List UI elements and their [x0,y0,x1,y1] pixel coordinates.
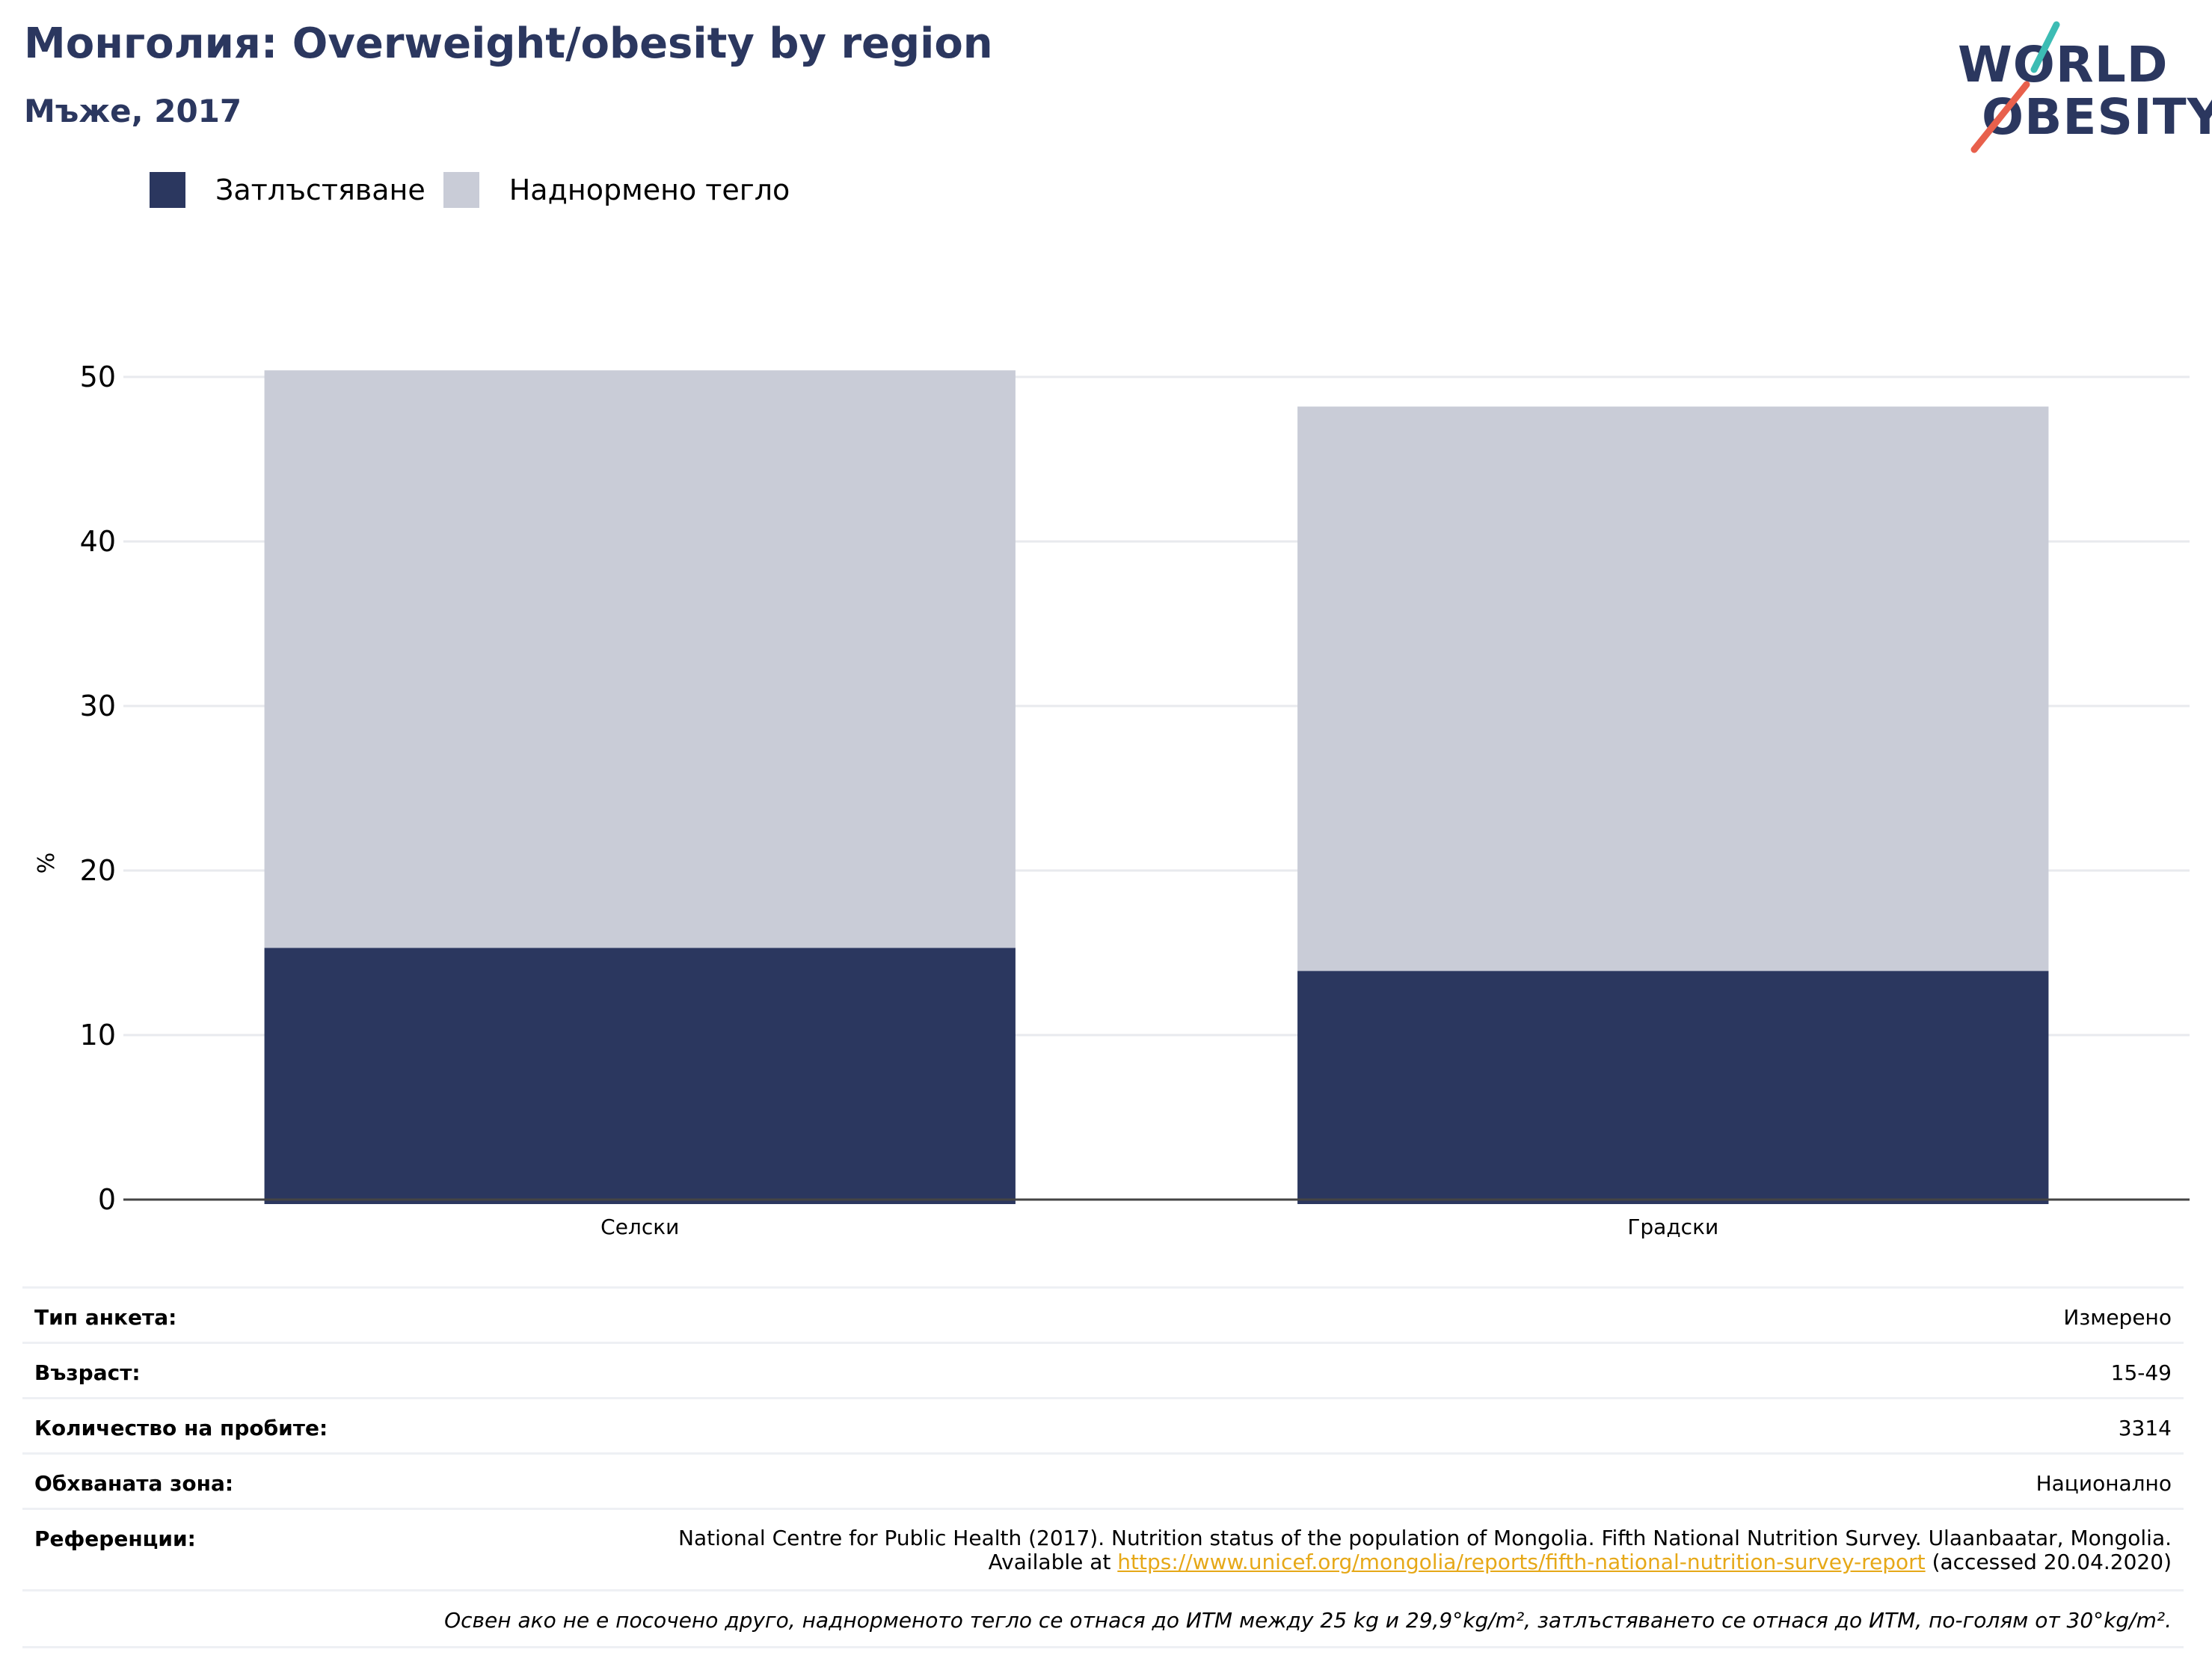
world-obesity-logo: WORLD OBESITY [1944,21,2212,156]
x-tick-label: Селски [600,1215,679,1239]
legend-swatch-obesity [150,172,185,208]
bar-overweight [1297,406,2049,971]
survey-info-table: Тип анкета: Измерено Възраст: 15-49 Коли… [22,1286,2184,1648]
bar-chart: 0 10 20 30 40 50% Селски Градски [34,360,2190,1239]
info-row-survey-type: Тип анкета: Измерено [22,1286,2184,1342]
info-value: 15-49 [2110,1360,2172,1385]
info-row-coverage: Обхваната зона: Национално [22,1452,2184,1508]
footnote: Освен ако не е посочено друго, наднормен… [22,1589,2184,1648]
y-tick-label: 50 [80,360,116,393]
info-row-references: Референции: National Centre for Public H… [22,1508,2184,1589]
info-value: 3314 [2118,1416,2172,1440]
info-row-age: Възраст: 15-49 [22,1342,2184,1397]
info-value: Измерено [2063,1305,2172,1330]
y-axis-label: % [34,853,60,874]
legend-swatch-overweight [443,172,479,208]
y-tick-label: 30 [80,690,116,722]
legend-item-obesity[interactable]: Затлъстяване [150,172,443,208]
y-tick-label: 40 [80,525,116,558]
y-tick-label: 20 [80,854,116,887]
chart-subtitle: Мъже, 2017 [24,93,242,129]
info-value: Национално [2036,1471,2172,1496]
references-link[interactable]: https://www.unicef.org/mongolia/reports/… [1117,1550,1926,1574]
bar-obesity [1297,971,2049,1204]
x-tick-label: Градски [1627,1215,1718,1239]
references-text: National Centre for Public Health (2017)… [676,1526,2172,1574]
chart-legend: Затлъстяване Наднормено тегло [150,172,808,208]
info-label: Количество на пробите: [34,1416,328,1440]
legend-label-overweight: Наднормено тегло [509,174,790,206]
chart-title: Монголия: Overweight/obesity by region [24,19,993,68]
info-label: Референции: [34,1526,196,1551]
references-text-after: (accessed 20.04.2020) [1925,1550,2172,1574]
y-tick-label: 0 [98,1183,116,1216]
info-row-sample: Количество на пробите: 3314 [22,1397,2184,1452]
info-label: Тип анкета: [34,1305,177,1330]
info-label: Възраст: [34,1360,141,1385]
legend-item-overweight[interactable]: Наднормено тегло [443,172,808,208]
legend-label-obesity: Затлъстяване [215,174,425,206]
logo-word-world: WORLD [1958,36,2169,93]
info-label: Обхваната зона: [34,1471,234,1496]
references-text-before: National Centre for Public Health (2017)… [678,1526,2172,1574]
bar-overweight [264,370,1016,948]
bar-obesity [264,948,1016,1204]
y-tick-label: 10 [80,1019,116,1052]
logo-slash-icon [1970,21,2060,153]
